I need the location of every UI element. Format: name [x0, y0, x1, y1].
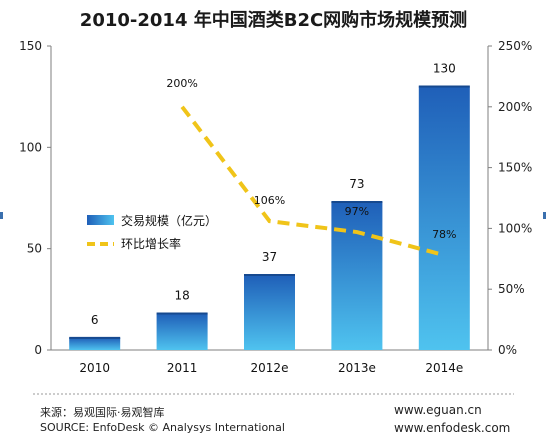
bar	[156, 313, 208, 350]
right-edge-marker	[543, 212, 546, 219]
rate-labels: 200% 106% 97% 78%	[166, 77, 456, 241]
url-eguan: www.eguan.cn	[394, 403, 482, 417]
bar-value-label: 130	[433, 62, 456, 76]
left-edge-marker	[0, 212, 3, 219]
bar-value-label: 18	[174, 289, 189, 303]
right-tick-label: 250%	[498, 39, 532, 53]
right-tick-label: 150%	[498, 161, 532, 175]
bar	[244, 275, 295, 350]
source-en: SOURCE: EnfoDesk © Analysys Internationa…	[40, 421, 285, 434]
bar-value-labels: 6 18 37 73 130	[91, 62, 456, 327]
url-enfodesk: www.enfodesk.com	[394, 421, 511, 435]
rate-label: 97%	[345, 205, 369, 218]
line-series	[180, 105, 445, 258]
bar-value-label: 73	[349, 177, 364, 191]
right-axis-ticks: 0% 50% 100% 150% 200% 250%	[488, 39, 532, 357]
bar	[69, 337, 121, 350]
category-label: 2014e	[425, 361, 463, 375]
left-tick-label: 100	[19, 140, 42, 154]
category-label: 2010	[79, 361, 110, 375]
rate-label: 200%	[166, 77, 197, 90]
right-tick-label: 0%	[498, 343, 517, 357]
bar-series	[69, 85, 470, 351]
left-tick-label: 150	[19, 39, 42, 53]
source-cn: 来源：易观国际·易观智库	[40, 406, 165, 419]
chart-title: 2010-2014 年中国酒类B2C网购市场规模预测	[79, 10, 468, 31]
legend-bar-swatch	[87, 215, 114, 225]
category-label: 2013e	[338, 361, 376, 375]
left-tick-label: 0	[34, 343, 42, 357]
left-axis-ticks: 0 50 100 150	[19, 39, 51, 357]
category-label: 2011	[167, 361, 198, 375]
rate-label: 78%	[432, 228, 456, 241]
bar	[418, 86, 470, 351]
legend: 交易规模（亿元） 环比增长率	[87, 213, 217, 251]
bar-value-label: 6	[91, 313, 99, 327]
legend-bar-label: 交易规模（亿元）	[121, 213, 217, 228]
right-tick-label: 100%	[498, 221, 532, 235]
rate-label: 106%	[254, 194, 285, 207]
legend-line-label: 环比增长率	[121, 236, 181, 251]
growth-rate-line	[180, 105, 445, 258]
bar	[331, 202, 383, 350]
bar-value-label: 37	[262, 250, 277, 264]
right-tick-label: 50%	[498, 282, 525, 296]
category-label: 2012e	[251, 361, 289, 375]
right-tick-label: 200%	[498, 100, 532, 114]
category-labels: 2010 2011 2012e 2013e 2014e	[79, 361, 463, 375]
left-tick-label: 50	[27, 242, 42, 256]
